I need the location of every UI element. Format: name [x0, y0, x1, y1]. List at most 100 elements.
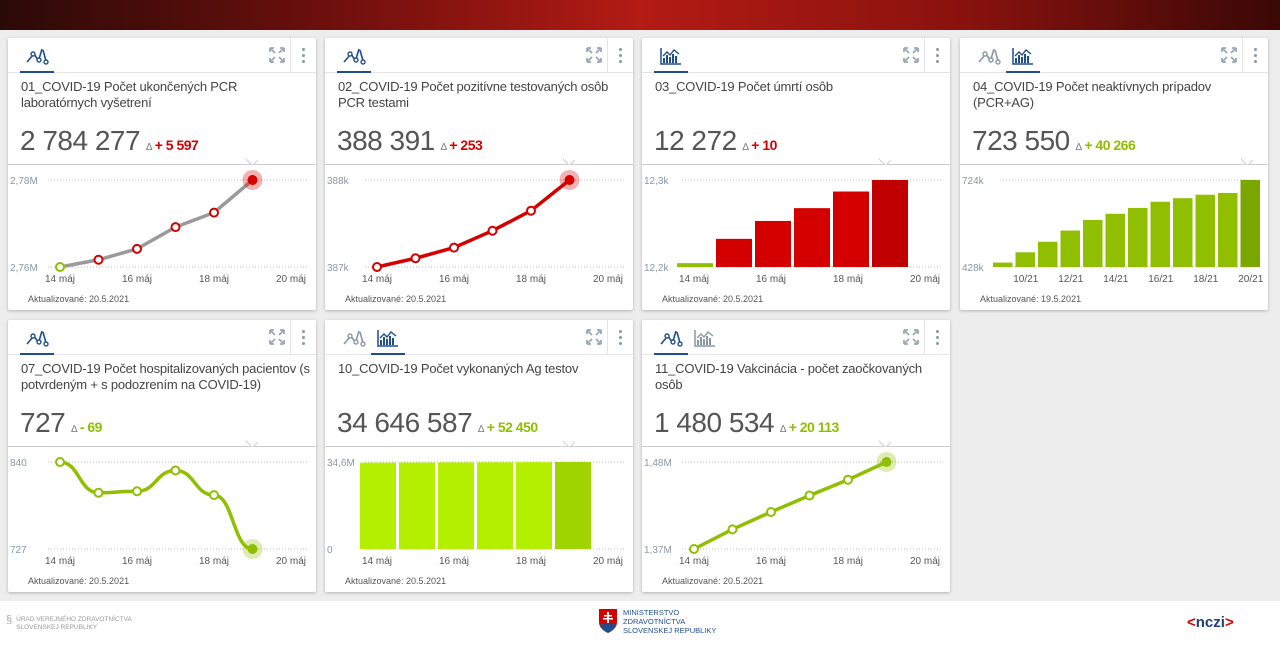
y-tick-max: 724k	[962, 176, 985, 187]
delta-icon: ∆	[780, 424, 786, 435]
chart[interactable]: 34,6M 0 14 máj 16 máj 18 máj 20 máj	[325, 447, 633, 572]
divider	[8, 164, 316, 165]
card-title: 11_COVID-19 Vakcinácia - počet zaočkovan…	[655, 361, 922, 392]
bar	[1038, 241, 1058, 267]
more-menu-button[interactable]	[924, 320, 950, 355]
card-title: 10_COVID-19 Počet vykonaných Ag testov	[338, 361, 579, 376]
chart[interactable]: 2,78M 2,76M 14 máj 16 máj 18 máj 20 máj	[8, 165, 316, 290]
data-point	[55, 457, 65, 467]
y-tick-min: 2,76M	[10, 263, 38, 274]
divider	[325, 164, 633, 165]
expand-icon[interactable]	[268, 46, 286, 64]
updated-date: Aktualizované: 20.5.2021	[28, 576, 130, 586]
data-point	[132, 486, 142, 497]
card-heading: 03_COVID-19 Počet úmrtí osôb 12 272 ∆ + 10	[654, 79, 944, 163]
chart[interactable]: 840 727 14 máj 16 máj 18 máj 20 máj	[8, 447, 316, 572]
x-tick-label: 14 máj	[362, 274, 392, 285]
bar	[677, 263, 713, 267]
more-menu-button[interactable]	[1242, 38, 1268, 73]
card-10: 10_COVID-19 Počet vykonaných Ag testov 3…	[325, 320, 633, 592]
divider	[642, 164, 950, 165]
bar-chart-icon	[693, 328, 717, 355]
more-menu-button[interactable]	[607, 38, 633, 73]
bar	[755, 220, 791, 267]
header-banner	[0, 0, 1280, 30]
data-point	[55, 262, 65, 272]
card-07: 07_COVID-19 Počet hospitalizovaných paci…	[8, 320, 316, 592]
tab-bar-chart[interactable]	[1006, 44, 1040, 73]
delta-icon: ∆	[146, 142, 152, 153]
bar	[716, 238, 752, 267]
tooltip-notch	[246, 440, 258, 447]
series-line	[376, 178, 571, 269]
more-menu-button[interactable]	[607, 320, 633, 355]
expand-icon[interactable]	[585, 46, 603, 64]
delta-value: + 52 450	[486, 419, 538, 435]
more-menu-button[interactable]	[290, 320, 316, 355]
card-title: 01_COVID-19 Počet ukončených PCR laborat…	[21, 79, 238, 110]
x-tick-label: 14 máj	[679, 274, 709, 285]
tab-line-chart[interactable]	[337, 326, 371, 355]
uvz-logo[interactable]: § ÚRAD VEREJNÉHO ZDRAVOTNÍCTVA SLOVENSKEJ…	[6, 615, 132, 632]
more-menu-button[interactable]	[924, 38, 950, 73]
bar-chart-icon	[376, 328, 400, 353]
tab-bar-chart[interactable]	[688, 326, 722, 355]
x-tick-label: 14 máj	[362, 556, 392, 567]
card-heading: 11_COVID-19 Vakcinácia - počet zaočkovan…	[654, 361, 944, 445]
updated-date: Aktualizované: 20.5.2021	[28, 294, 130, 304]
x-tick-label: 20 máj	[276, 556, 306, 567]
bar	[1218, 192, 1238, 267]
tab-bar-chart[interactable]	[371, 326, 405, 355]
y-tick-max: 1,48M	[644, 458, 672, 469]
tab-bar-chart[interactable]	[654, 44, 688, 73]
tab-line-chart[interactable]	[20, 326, 54, 355]
bar-chart-icon	[659, 46, 683, 71]
line-chart-icon	[25, 328, 49, 353]
tooltip-notch	[1241, 158, 1253, 165]
uvz-line-1: ÚRAD VEREJNÉHO ZDRAVOTNÍCTVA	[16, 616, 132, 623]
x-tick-label: 18 máj	[516, 556, 546, 567]
nczi-logo[interactable]: <nczi>	[1187, 614, 1234, 631]
bar-chart-icon	[1011, 46, 1035, 71]
chart[interactable]: 1,48M 1,37M 14 máj 16 máj 18 máj 20 máj	[642, 447, 950, 572]
y-tick-min: 387k	[327, 263, 350, 274]
x-tick-label: 18 máj	[833, 556, 863, 567]
bar	[516, 462, 552, 549]
card-01: 01_COVID-19 Počet ukončených PCR laborat…	[8, 38, 316, 310]
x-tick-label: 18/21	[1193, 274, 1218, 285]
data-point	[449, 242, 459, 253]
expand-icon[interactable]	[902, 328, 920, 346]
chart[interactable]: 724k 428k 10/21 12/21 14/21 16/21 18/21 20/21	[960, 165, 1268, 290]
expand-icon[interactable]	[268, 328, 286, 346]
delta-icon: ∆	[478, 424, 484, 435]
chart[interactable]: 388k 387k 14 máj 16 máj 18 máj 20 máj	[325, 165, 633, 290]
ministry-logo[interactable]: MINISTERSTVO ZDRAVOTNÍCTVA SLOVENSKEJ REPU…	[598, 608, 716, 635]
total-value: 34 646 587	[337, 407, 473, 438]
expand-icon[interactable]	[585, 328, 603, 346]
data-point	[843, 474, 853, 485]
more-menu-button[interactable]	[290, 38, 316, 73]
bar	[794, 208, 830, 267]
data-point	[727, 524, 738, 535]
total-value: 723 550	[972, 125, 1070, 156]
tab-line-chart[interactable]	[972, 44, 1006, 73]
card-title: 07_COVID-19 Počet hospitalizovaných paci…	[21, 361, 310, 392]
data-point	[766, 506, 776, 517]
x-tick-label: 20/21	[1238, 274, 1263, 285]
x-tick-label: 16 máj	[756, 556, 786, 567]
total-value-row: 723 550 ∆ + 40 266	[972, 126, 1262, 163]
divider	[642, 446, 950, 447]
total-value-row: 2 784 277 ∆ + 5 597	[20, 126, 310, 163]
bar	[833, 191, 869, 267]
card-toolbar	[325, 38, 633, 73]
bar	[399, 462, 435, 549]
card-04: 04_COVID-19 Počet neaktívnych prípadov (…	[960, 38, 1268, 310]
y-tick-max: 388k	[327, 176, 350, 187]
tab-line-chart[interactable]	[20, 44, 54, 73]
tab-line-chart[interactable]	[337, 44, 371, 73]
tab-line-chart[interactable]	[654, 326, 688, 355]
expand-icon[interactable]	[1220, 46, 1238, 64]
chart[interactable]: 12,3k 12,2k 14 máj 16 máj 18 máj 20 máj	[642, 165, 950, 290]
expand-icon[interactable]	[902, 46, 920, 64]
total-value: 12 272	[654, 125, 737, 156]
